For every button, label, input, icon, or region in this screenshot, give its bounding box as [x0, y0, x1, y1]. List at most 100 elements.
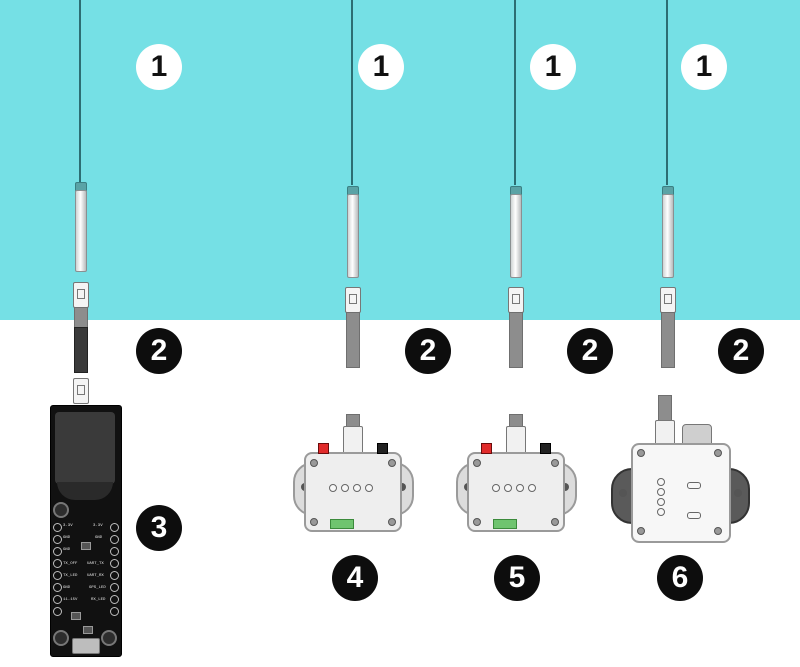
- rj-jack: [55, 412, 115, 484]
- probe-cable: [514, 0, 516, 185]
- header-pin: [53, 535, 62, 544]
- sensor-probe-icon: [662, 194, 674, 278]
- header-pin: [53, 571, 62, 580]
- header-pin: [110, 547, 119, 556]
- terminal-block: [330, 519, 354, 529]
- silk-label: GND: [63, 536, 71, 540]
- probe-connector: [73, 282, 89, 308]
- led-indicator: [365, 484, 373, 492]
- callout-2-cable: 2: [405, 328, 451, 374]
- probe-connector: [345, 287, 361, 313]
- silk-label: TX_OFF: [63, 562, 78, 566]
- screw: [473, 459, 481, 467]
- silk-label: GND: [63, 548, 71, 552]
- silk-label: UART_TX: [87, 562, 104, 566]
- led-indicator: [329, 484, 337, 492]
- sensor-probe-icon: [510, 194, 522, 278]
- header-pin: [110, 523, 119, 532]
- rj-jack-housing: [57, 482, 113, 500]
- header-pin: [110, 571, 119, 580]
- header-pin: [110, 559, 119, 568]
- board-plug: [73, 378, 89, 404]
- header-pin: [53, 559, 62, 568]
- junction-box-icon: [467, 452, 565, 532]
- mount-hole: [101, 630, 117, 646]
- smd-component: [71, 612, 81, 620]
- circuit-board-icon: 3.3V 3.3V GND GND GND TX_OFF UART_TX TX_…: [50, 405, 122, 657]
- extension-cable: [509, 312, 523, 368]
- header-pin: [110, 595, 119, 604]
- probe-connector: [508, 287, 524, 313]
- silk-label: 11-15V: [63, 598, 78, 602]
- header-pin: [53, 547, 62, 556]
- screw: [473, 518, 481, 526]
- mount-hole: [53, 630, 69, 646]
- callout-1-probe: 1: [530, 44, 576, 90]
- header-pin: [110, 583, 119, 592]
- header-pin: [53, 595, 62, 604]
- led-indicator: [657, 508, 665, 516]
- callout-1-probe: 1: [681, 44, 727, 90]
- led-indicator: [657, 498, 665, 506]
- callout-3-board: 3: [136, 505, 182, 551]
- usb-port-icon: [72, 638, 100, 654]
- silk-label: TX_LED: [63, 574, 78, 578]
- callout-2-cable: 2: [136, 328, 182, 374]
- smd-component: [81, 542, 91, 550]
- junction-box-icon: [631, 443, 731, 543]
- callout-6-box: 6: [657, 555, 703, 601]
- silk-label: GND: [63, 586, 71, 590]
- led-indicator: [353, 484, 361, 492]
- callout-5-box: 5: [494, 555, 540, 601]
- led-indicator: [528, 484, 536, 492]
- junction-box-icon: [304, 452, 402, 532]
- header-pin: [110, 535, 119, 544]
- sensor-probe-icon: [347, 194, 359, 278]
- probe-connector: [660, 287, 676, 313]
- silk-label: 3.3V: [63, 524, 73, 528]
- led-indicator: [492, 484, 500, 492]
- led-indicator: [341, 484, 349, 492]
- screw: [714, 449, 722, 457]
- silk-label: RX_LED: [91, 598, 106, 602]
- screw: [388, 518, 396, 526]
- screw: [551, 459, 559, 467]
- silk-label: 3.3V: [93, 524, 103, 528]
- led-indicator: [504, 484, 512, 492]
- screw: [714, 527, 722, 535]
- screw: [310, 518, 318, 526]
- extension-cable: [346, 312, 360, 368]
- header-pin: [53, 523, 62, 532]
- extension-cable: [74, 307, 88, 329]
- callout-1-probe: 1: [358, 44, 404, 90]
- led-indicator: [657, 488, 665, 496]
- header-pin: [53, 583, 62, 592]
- screw: [637, 527, 645, 535]
- led-indicator: [657, 478, 665, 486]
- callout-1-probe: 1: [136, 44, 182, 90]
- header-pin: [53, 607, 62, 616]
- probe-cable: [351, 0, 353, 185]
- extension-cable: [661, 312, 675, 368]
- red-terminal-button: [318, 443, 329, 454]
- silk-label: UART_RX: [87, 574, 104, 578]
- terminal-block: [493, 519, 517, 529]
- probe-cable: [79, 0, 81, 185]
- silk-label: GND: [95, 536, 103, 540]
- extension-cable-segment: [74, 327, 88, 373]
- callout-2-cable: 2: [567, 328, 613, 374]
- indicator-slot: [687, 512, 701, 519]
- black-terminal-button: [377, 443, 388, 454]
- callout-2-cable: 2: [718, 328, 764, 374]
- screw: [551, 518, 559, 526]
- water-region: [0, 0, 800, 320]
- led-indicator: [516, 484, 524, 492]
- callout-4-box: 4: [332, 555, 378, 601]
- indicator-slot: [687, 482, 701, 489]
- screw: [637, 449, 645, 457]
- black-terminal-button: [540, 443, 551, 454]
- screw: [310, 459, 318, 467]
- sensor-probe-icon: [75, 190, 87, 272]
- red-terminal-button: [481, 443, 492, 454]
- probe-cable: [666, 0, 668, 185]
